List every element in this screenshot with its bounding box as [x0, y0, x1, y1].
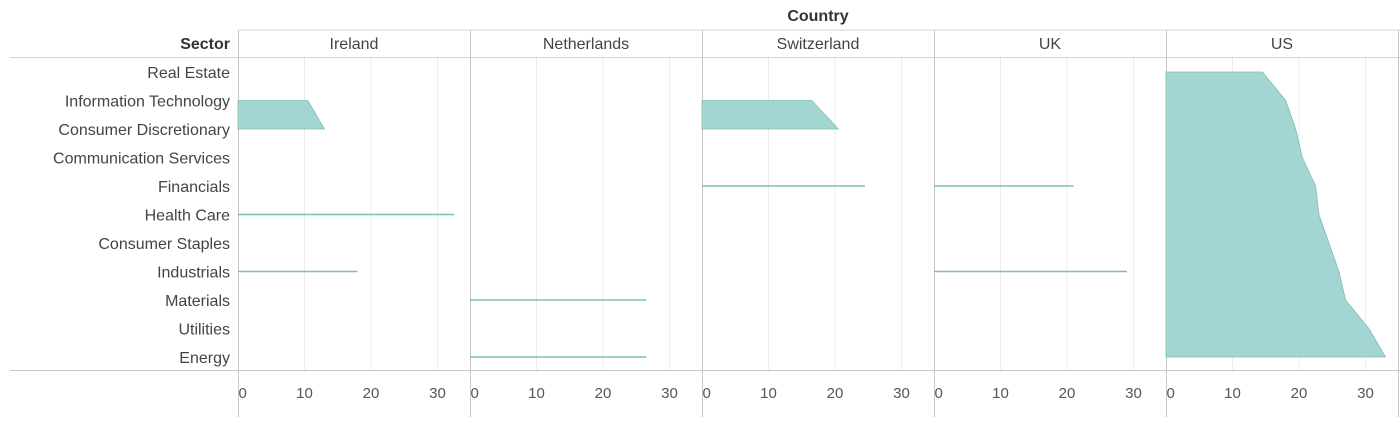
- x-tick-label: 30: [1357, 385, 1374, 402]
- row-label-health-care: Health Care: [145, 208, 230, 225]
- row-label-consumer-staples: Consumer Staples: [98, 236, 230, 253]
- panel-header-switzerland: Switzerland: [777, 36, 860, 53]
- x-tick-label: 10: [528, 385, 545, 402]
- x-tick-label: 20: [595, 385, 612, 402]
- x-tick-label: 30: [661, 385, 678, 402]
- row-label-materials: Materials: [165, 293, 230, 310]
- panel-header-ireland: Ireland: [330, 36, 379, 53]
- x-tick-label: 20: [1291, 385, 1308, 402]
- x-tick-label: 30: [1125, 385, 1142, 402]
- row-label-consumer-discretionary: Consumer Discretionary: [58, 122, 230, 139]
- chart-title: Country: [787, 8, 848, 25]
- row-header: Sector: [180, 36, 230, 53]
- area-mark-ireland: [238, 101, 324, 130]
- x-tick-label: 0: [239, 385, 247, 402]
- row-label-utilities: Utilities: [178, 322, 230, 339]
- x-tick-label: 20: [827, 385, 844, 402]
- row-label-industrials: Industrials: [157, 265, 230, 282]
- x-tick-label: 0: [703, 385, 711, 402]
- row-label-energy: Energy: [179, 350, 230, 367]
- panel-header-netherlands: Netherlands: [543, 36, 629, 53]
- x-tick-label: 20: [363, 385, 380, 402]
- row-label-communication-services: Communication Services: [53, 151, 230, 168]
- area-mark-us: [1166, 72, 1385, 357]
- panel-header-us: US: [1271, 36, 1293, 53]
- x-tick-label: 10: [992, 385, 1009, 402]
- panel-header-uk: UK: [1039, 36, 1062, 53]
- x-tick-label: 10: [760, 385, 777, 402]
- x-tick-label: 20: [1059, 385, 1076, 402]
- x-tick-label: 30: [429, 385, 446, 402]
- x-tick-label: 0: [935, 385, 943, 402]
- x-tick-label: 10: [1224, 385, 1241, 402]
- x-tick-label: 0: [1167, 385, 1175, 402]
- row-label-information-technology: Information Technology: [65, 94, 230, 111]
- row-label-real-estate: Real Estate: [147, 65, 230, 82]
- row-label-financials: Financials: [158, 179, 230, 196]
- x-tick-label: 10: [296, 385, 313, 402]
- area-mark-switzerland: [702, 101, 838, 130]
- x-tick-label: 0: [471, 385, 479, 402]
- x-tick-label: 30: [893, 385, 910, 402]
